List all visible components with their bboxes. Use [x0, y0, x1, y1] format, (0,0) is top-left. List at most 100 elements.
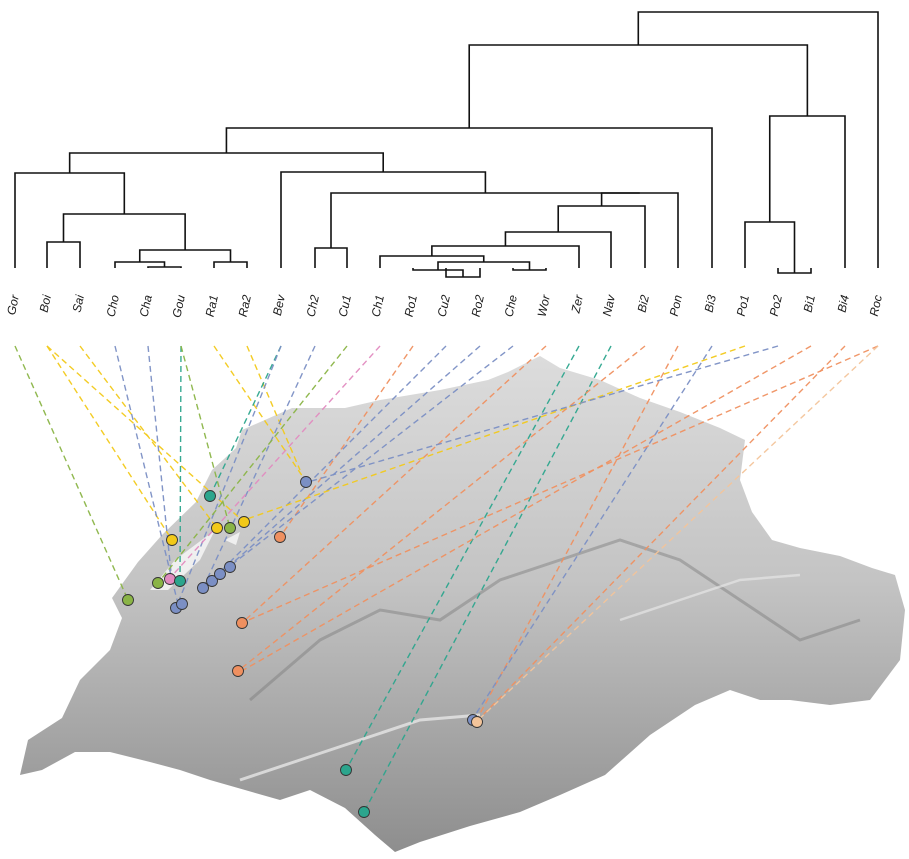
site-dot-yellow-1 — [166, 534, 178, 546]
site-dot-green-0 — [122, 594, 134, 606]
leaf-label-zer: Zer — [568, 293, 586, 315]
site-dot-teal-21 — [340, 764, 352, 776]
branch-bev-ch2 — [280, 171, 487, 268]
leaf-labels: Gor Boi Sai Cho Cha Gou Ra1 Ra2 Bev Ch2 Cu1 Ch1 Ro1 C… — [4, 293, 885, 319]
connector-ra2-9 — [246, 345, 301, 471]
site-dot-blue-12 — [206, 575, 218, 587]
site-dot-teal-10 — [174, 575, 186, 587]
connector-roc-29 — [243, 345, 879, 623]
leaf-label-roc: Roc — [867, 294, 885, 318]
connector-nav-21 — [363, 345, 612, 813]
connector-wor-19 — [241, 345, 547, 624]
branch-boi-sai — [46, 241, 81, 268]
site-dot-teal-5 — [204, 490, 216, 502]
leaf-label-ra1: Ra1 — [203, 294, 221, 318]
site-dot-green-8 — [152, 577, 164, 589]
leaf-label-bi3: Bi3 — [702, 293, 719, 313]
leaf-label-ro2: Ro2 — [469, 293, 487, 318]
alpine-ridges — [249, 538, 861, 702]
branch-po1-po2bi1 — [744, 221, 796, 273]
sample-sites — [122, 476, 483, 818]
connector-cho-4 — [114, 345, 179, 605]
branch-ro-che — [437, 261, 531, 270]
connector-boi-1 — [46, 345, 173, 541]
connector-po1-25 — [243, 345, 746, 521]
branch-main — [468, 44, 809, 128]
leaf-label-ra2: Ra2 — [236, 293, 254, 318]
connector-roc-30 — [475, 345, 879, 723]
leaf-label-pon: Pon — [667, 293, 685, 317]
connector-ch1-14 — [169, 345, 381, 579]
leaf-label-che: Che — [502, 293, 520, 318]
connector-lines — [14, 345, 879, 813]
leaf-label-boi: Boi — [37, 293, 54, 313]
site-dot-blue-6 — [300, 476, 312, 488]
connector-gor-0 — [14, 345, 129, 601]
connector-ro2-17 — [219, 345, 481, 575]
connector-po2-26 — [307, 345, 779, 483]
branch-bi2-pon — [600, 192, 679, 268]
connector-bev-10 — [209, 345, 282, 497]
leaf-label-bi2: Bi2 — [635, 293, 652, 313]
connector-sai-3 — [79, 345, 218, 529]
site-dot-blue-13 — [214, 568, 226, 580]
site-dot-orange-17 — [236, 617, 248, 629]
branch-cho-ra — [138, 249, 232, 262]
connector-bi2-22 — [237, 345, 646, 672]
leaf-label-nav: Nav — [600, 293, 618, 318]
branch-boi-cho — [62, 213, 186, 250]
site-dot-green-3 — [224, 522, 236, 534]
connector-gou-6 — [179, 345, 182, 583]
connector-gou-7 — [180, 345, 231, 529]
branch-nav-bi2 — [557, 205, 646, 268]
connector-pon-23 — [475, 345, 679, 722]
site-dot-blue-16 — [176, 598, 188, 610]
branch-cha-gou — [147, 266, 182, 268]
leaf-label-po2: Po2 — [767, 293, 785, 317]
connector-ro1-15 — [279, 345, 414, 538]
leaf-label-ch2: Ch2 — [304, 293, 322, 318]
leaf-label-bi4: Bi4 — [835, 293, 852, 313]
connector-bev-11 — [175, 345, 282, 609]
connector-bi4-28 — [477, 345, 846, 721]
leaf-label-cho: Cho — [104, 293, 122, 318]
switzerland-map — [20, 356, 905, 852]
leaf-label-ro1: Ro1 — [402, 294, 420, 318]
branch-ch2-pon — [330, 192, 640, 248]
branch-bi3 — [225, 127, 713, 268]
connector-bi3-24 — [471, 345, 713, 721]
site-dot-orange-18 — [232, 665, 244, 677]
branch-ch2-cu1 — [314, 247, 348, 268]
site-dot-pink-9 — [164, 573, 176, 585]
connector-ra1-8 — [213, 345, 306, 481]
connector-cu1-13 — [157, 345, 348, 584]
branch-root — [637, 11, 879, 268]
leaf-label-cha: Cha — [137, 293, 155, 318]
site-dot-peach-20 — [471, 716, 483, 728]
leaf-label-bev: Bev — [270, 293, 288, 317]
leaf-label-cu2: Cu2 — [435, 293, 453, 318]
lake-biel — [225, 532, 240, 545]
leaf-label-gor: Gor — [4, 293, 22, 316]
site-dot-yellow-4 — [238, 516, 250, 528]
leaf-label-bi1: Bi1 — [801, 294, 818, 314]
site-dot-orange-7 — [274, 531, 286, 543]
branch-gor-boi — [14, 172, 126, 268]
branch-ch1-zer — [431, 245, 580, 268]
valley-rhine — [619, 573, 801, 622]
dendrogram — [14, 11, 879, 278]
site-dot-blue-11 — [197, 582, 209, 594]
branch-ra1-ra2 — [213, 261, 248, 268]
branch-left-middle — [68, 152, 385, 173]
leaf-label-ch1: Ch1 — [369, 294, 387, 318]
connector-ch2-12 — [202, 345, 316, 589]
valley-rhone — [239, 713, 481, 782]
leaf-label-sai: Sai — [70, 293, 87, 313]
leaf-label-cu1: Cu1 — [336, 294, 354, 318]
connector-cu2-16 — [211, 345, 447, 581]
leaf-label-po1: Po1 — [734, 294, 752, 318]
site-dot-blue-14 — [224, 561, 236, 573]
branch-po1-bi4 — [768, 115, 846, 268]
map-outline — [20, 356, 905, 852]
